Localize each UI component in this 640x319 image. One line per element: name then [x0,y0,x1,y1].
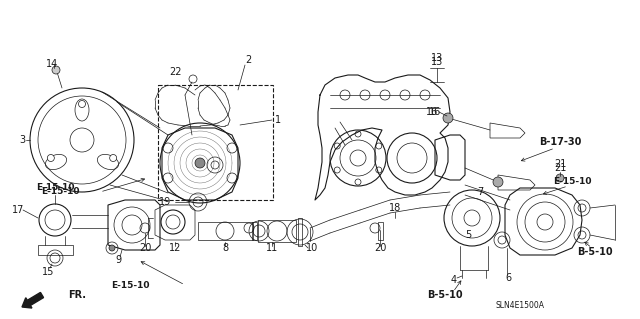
Circle shape [195,158,205,168]
Circle shape [109,245,115,251]
Circle shape [52,66,60,74]
Text: 12: 12 [169,243,181,253]
Text: 13: 13 [431,53,443,63]
Text: 22: 22 [169,67,181,77]
Text: FR.: FR. [68,290,86,300]
Text: 8: 8 [222,243,228,253]
Text: 10: 10 [306,243,318,253]
Text: 13: 13 [431,57,443,67]
Text: 18: 18 [389,203,401,213]
Text: E-15-10: E-15-10 [553,177,591,187]
FancyArrow shape [22,293,44,308]
Circle shape [443,113,453,123]
Bar [298,218,302,246]
Bar [38,245,73,255]
Text: 16: 16 [429,107,441,117]
Text: 1: 1 [275,115,281,125]
Bar [198,222,253,240]
Text: 5: 5 [465,230,471,240]
Bar [158,85,273,200]
Text: 15: 15 [42,267,54,277]
Text: 21: 21 [554,159,566,169]
Text: B-5-10: B-5-10 [427,290,463,300]
Text: E-15-10: E-15-10 [36,183,74,192]
Text: 6: 6 [505,273,511,283]
Text: 14: 14 [46,59,58,69]
Text: 4: 4 [451,275,457,285]
Circle shape [47,154,54,161]
Text: 2: 2 [245,55,251,65]
Text: 3: 3 [19,135,25,145]
Text: 17: 17 [12,205,24,215]
Circle shape [556,174,564,182]
Text: 20: 20 [139,243,151,253]
Text: 11: 11 [266,243,278,253]
Text: E-15-10: E-15-10 [111,280,149,290]
Bar [252,222,257,240]
Text: E-15-10: E-15-10 [41,188,79,197]
Text: 9: 9 [115,255,121,265]
Circle shape [493,177,503,187]
Bar [258,220,296,242]
Text: B-5-10: B-5-10 [577,247,613,257]
Text: 21: 21 [554,163,566,173]
Text: SLN4E1500A: SLN4E1500A [495,301,544,310]
Bar [378,222,383,240]
Circle shape [79,100,86,108]
Text: B-17-30: B-17-30 [539,137,581,147]
Text: 7: 7 [477,187,483,197]
Circle shape [109,154,116,161]
Text: 16: 16 [426,107,438,117]
Text: 20: 20 [374,243,386,253]
Text: 19: 19 [159,197,171,207]
